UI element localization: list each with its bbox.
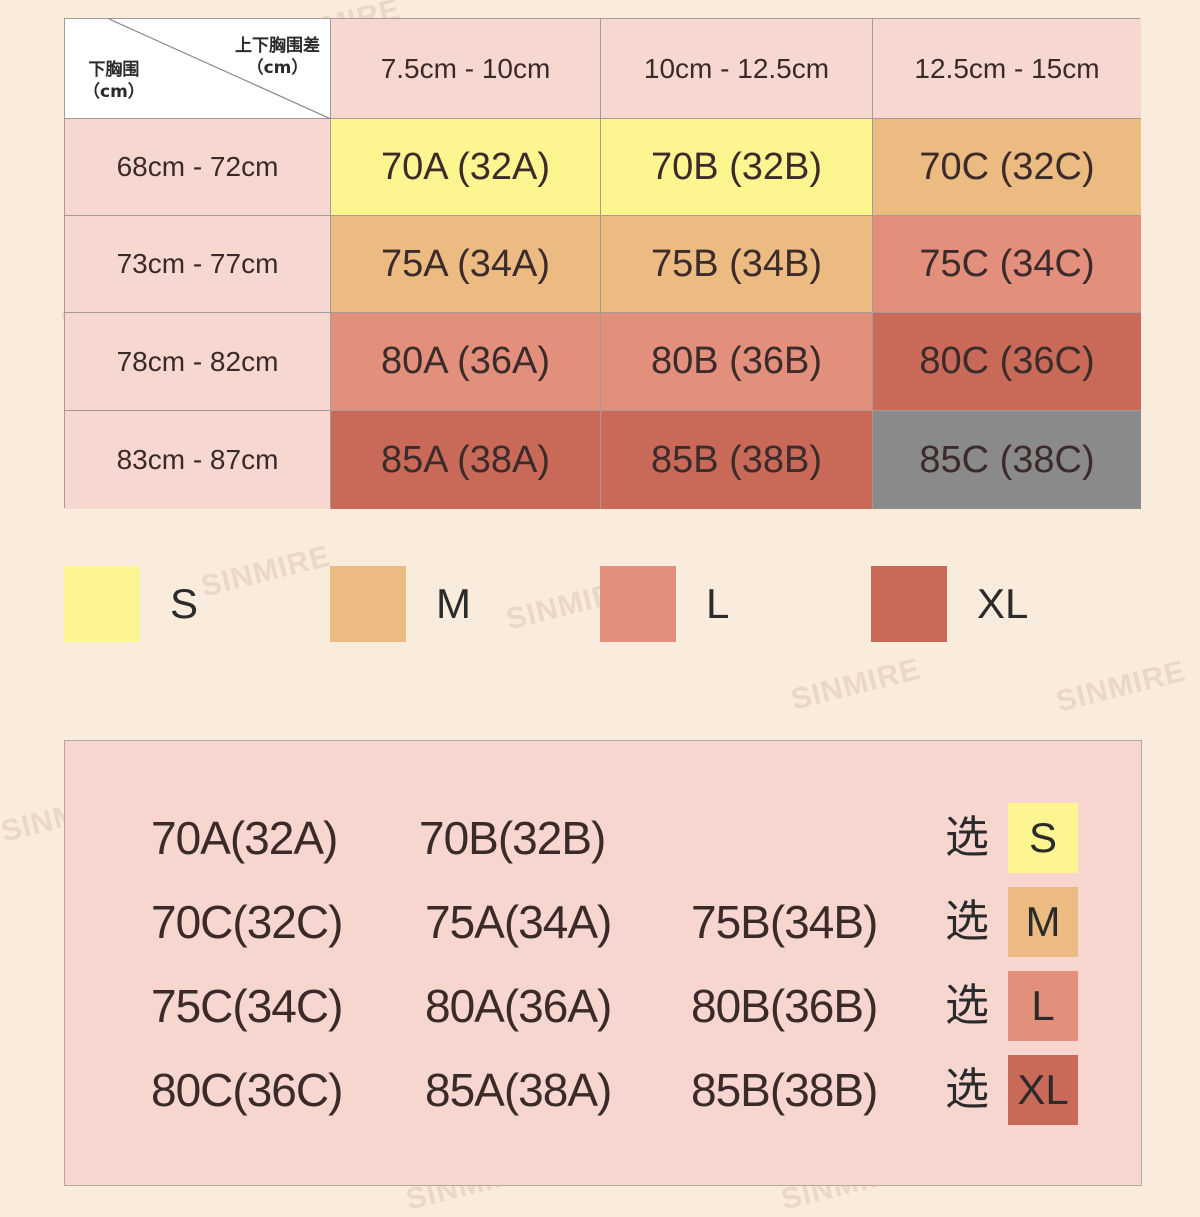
row-header: 83cm - 87cm — [65, 411, 331, 509]
size-cell: 80A (36A) — [331, 313, 601, 411]
summary-size-badge: XL — [1008, 1055, 1078, 1125]
summary-row-xl: 80C(36C) 85A(38A) 85B(38B) 选 XL — [65, 1055, 1141, 1125]
bust-difference-label: 上下胸围差 — [235, 36, 320, 56]
bra-size-table: 上下胸围差 （cm） 下胸围 （cm） 7.5cm - 10cm 10cm - … — [64, 18, 1141, 509]
summary-size-badge: M — [1008, 887, 1078, 957]
legend-swatch-s — [64, 566, 140, 642]
summary-row-s: 70A(32A) 70B(32B) 选 S — [65, 803, 1141, 873]
corner-left-label: 下胸围 （cm） — [83, 59, 145, 103]
summary-row-m: 70C(32C) 75A(34A) 75B(34B) 选 M — [65, 887, 1141, 957]
summary-size-item: 75C(34C) — [151, 980, 343, 1032]
choose-label: 选 — [945, 980, 989, 1031]
size-cell: 80C (36C) — [873, 313, 1141, 411]
legend-item-m: M — [330, 566, 471, 642]
summary-size-item: 85B(38B) — [691, 1064, 878, 1116]
size-cell: 80B (36B) — [601, 313, 873, 411]
summary-size-item: 85A(38A) — [425, 1064, 612, 1116]
underbust-unit: （cm） — [83, 82, 145, 102]
corner-top-label: 上下胸围差 （cm） — [235, 35, 320, 79]
choose-label: 选 — [945, 896, 989, 947]
legend-item-xl: XL — [871, 566, 1028, 642]
column-header: 12.5cm - 15cm — [873, 19, 1141, 119]
row-header: 78cm - 82cm — [65, 313, 331, 411]
summary-size-item: 70A(32A) — [151, 812, 338, 864]
summary-row-l: 75C(34C) 80A(36A) 80B(36B) 选 L — [65, 971, 1141, 1041]
watermark: SINMIRE — [787, 652, 924, 717]
summary-size-badge: L — [1008, 971, 1078, 1041]
row-header: 68cm - 72cm — [65, 119, 331, 216]
summary-size-item: 80A(36A) — [425, 980, 612, 1032]
size-cell-unavailable: 85C (38C) — [873, 411, 1141, 509]
legend-item-l: L — [600, 566, 729, 642]
size-cell: 75B (34B) — [601, 216, 873, 313]
summary-size-item: 80C(36C) — [151, 1064, 343, 1116]
size-summary-panel: 70A(32A) 70B(32B) 选 S 70C(32C) 75A(34A) … — [64, 740, 1142, 1186]
underbust-label: 下胸围 — [88, 60, 140, 80]
summary-size-badge: S — [1008, 803, 1078, 873]
size-cell: 85A (38A) — [331, 411, 601, 509]
table-corner-header: 上下胸围差 （cm） 下胸围 （cm） — [65, 19, 331, 119]
legend-item-s: S — [64, 566, 198, 642]
legend-label: M — [436, 580, 471, 627]
choose-label: 选 — [945, 812, 989, 863]
summary-size-item: 70B(32B) — [419, 812, 606, 864]
row-header: 73cm - 77cm — [65, 216, 331, 313]
bust-difference-unit: （cm） — [246, 58, 309, 78]
legend-swatch-m — [330, 566, 406, 642]
size-cell: 75A (34A) — [331, 216, 601, 313]
size-cell: 85B (38B) — [601, 411, 873, 509]
legend-label: L — [706, 580, 730, 627]
legend-label: S — [170, 580, 199, 627]
watermark: SINMIRE — [1052, 654, 1189, 719]
size-cell: 70C (32C) — [873, 119, 1141, 216]
size-cell: 70A (32A) — [331, 119, 601, 216]
summary-size-item: 75A(34A) — [425, 896, 612, 948]
legend-label: XL — [977, 580, 1029, 627]
diagonal-divider — [108, 19, 331, 119]
legend-swatch-l — [600, 566, 676, 642]
column-header: 10cm - 12.5cm — [601, 19, 873, 119]
summary-size-item: 80B(36B) — [691, 980, 878, 1032]
column-header: 7.5cm - 10cm — [331, 19, 601, 119]
size-cell: 75C (34C) — [873, 216, 1141, 313]
choose-label: 选 — [945, 1064, 989, 1115]
size-cell: 70B (32B) — [601, 119, 873, 216]
summary-size-item: 70C(32C) — [151, 896, 343, 948]
summary-size-item: 75B(34B) — [691, 896, 878, 948]
size-legend: S M L XL — [0, 566, 1200, 646]
legend-swatch-xl — [871, 566, 947, 642]
